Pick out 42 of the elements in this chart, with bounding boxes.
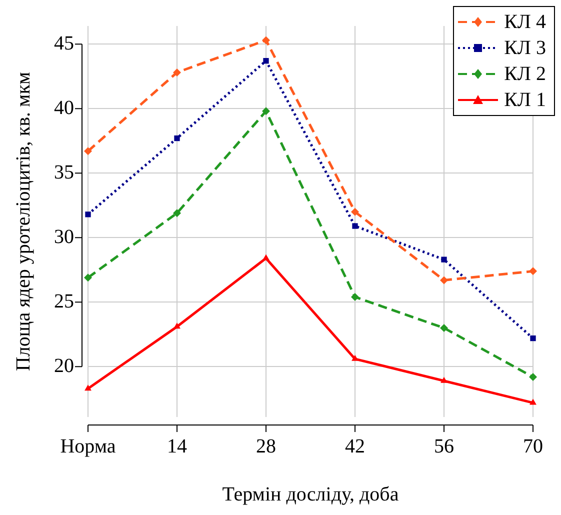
x-axis-title: Термін досліду, доба bbox=[222, 483, 399, 506]
legend-label: КЛ 2 bbox=[504, 62, 546, 87]
x-tick-label: 70 bbox=[523, 435, 543, 458]
point bbox=[351, 292, 359, 301]
point bbox=[84, 274, 92, 282]
x-tick-label: 28 bbox=[256, 435, 276, 458]
point bbox=[173, 68, 181, 76]
legend-label: КЛ 3 bbox=[504, 36, 546, 61]
point bbox=[262, 254, 270, 260]
y-tick-label: 45 bbox=[54, 32, 74, 54]
point bbox=[440, 276, 448, 284]
point bbox=[530, 398, 536, 405]
legend-label: КЛ 4 bbox=[504, 10, 546, 35]
x-tick-label: 14 bbox=[167, 435, 187, 458]
y-tick-label: 20 bbox=[54, 354, 74, 377]
point bbox=[174, 135, 180, 142]
y-tick-label: 25 bbox=[54, 290, 74, 312]
point bbox=[173, 209, 181, 218]
point bbox=[263, 58, 269, 64]
x-tick-label: 56 bbox=[434, 435, 454, 458]
point bbox=[262, 36, 270, 44]
point bbox=[351, 208, 359, 216]
point bbox=[84, 384, 92, 391]
point bbox=[529, 372, 537, 381]
point bbox=[529, 267, 537, 276]
x-tick-label: 42 bbox=[345, 435, 365, 458]
point bbox=[441, 256, 447, 262]
x-tick-label: Норма bbox=[60, 435, 116, 458]
point bbox=[440, 324, 448, 332]
y-axis-title: Площа ядер уротеліоцитів, кв. мкм bbox=[12, 72, 34, 372]
point bbox=[174, 322, 180, 329]
point bbox=[84, 147, 92, 156]
legend-label: КЛ 1 bbox=[504, 88, 546, 113]
point bbox=[262, 107, 270, 116]
y-tick-label: 35 bbox=[54, 161, 74, 184]
point bbox=[530, 335, 536, 342]
point bbox=[352, 223, 358, 229]
y-tick-label: 40 bbox=[54, 96, 74, 119]
point bbox=[352, 354, 358, 361]
point bbox=[440, 376, 448, 383]
y-tick-label: 30 bbox=[54, 226, 74, 248]
point bbox=[85, 212, 91, 218]
